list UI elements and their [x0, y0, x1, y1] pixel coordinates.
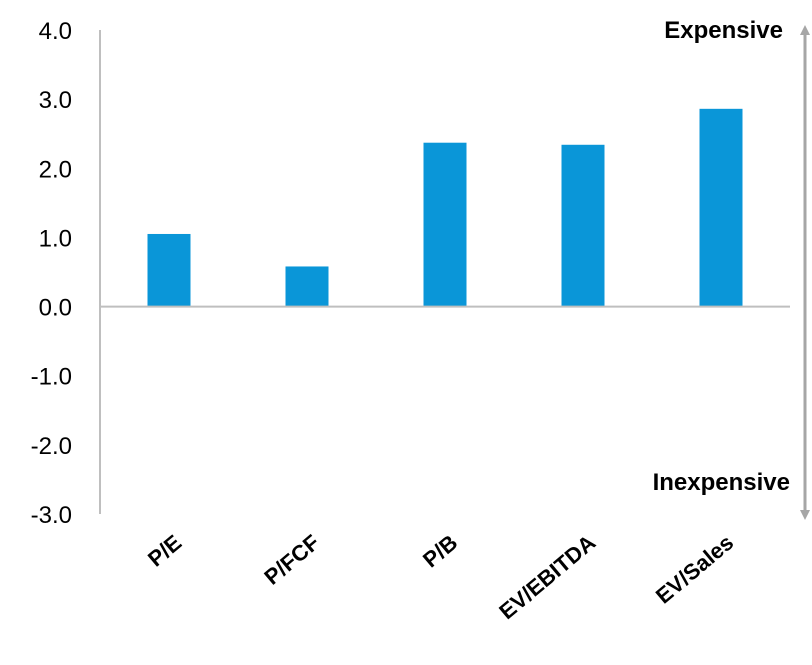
category-label: P/B	[418, 530, 462, 573]
bar-p-b	[423, 142, 467, 307]
category-label: EV/Sales	[651, 530, 738, 609]
y-tick-label: 0.0	[39, 295, 72, 322]
bar-p-e	[147, 233, 191, 307]
bar-ev-ebitda	[561, 144, 605, 307]
bars	[147, 108, 743, 307]
y-tick-label: 2.0	[39, 156, 72, 183]
category-label: EV/EBITDA	[494, 530, 600, 625]
annotation-expensive: Expensive	[664, 17, 783, 44]
category-label: P/E	[143, 530, 186, 572]
y-tick-label: 1.0	[39, 225, 72, 252]
category-label: P/FCF	[259, 530, 324, 590]
y-tick-labels: 4.0 3.0 2.0 1.0 0.0 -1.0 -2.0 -3.0	[31, 18, 72, 529]
y-tick-label: 4.0	[39, 18, 72, 45]
annotation-inexpensive: Inexpensive	[653, 469, 790, 496]
category-labels: P/E P/FCF P/B EV/EBITDA EV/Sales	[143, 530, 738, 625]
bar-p-fcf	[285, 266, 329, 307]
y-tick-label: -1.0	[31, 364, 72, 391]
y-tick-label: 3.0	[39, 87, 72, 114]
y-tick-label: -2.0	[31, 433, 72, 460]
y-tick-label: -3.0	[31, 502, 72, 529]
bar-ev-sales	[699, 108, 743, 307]
